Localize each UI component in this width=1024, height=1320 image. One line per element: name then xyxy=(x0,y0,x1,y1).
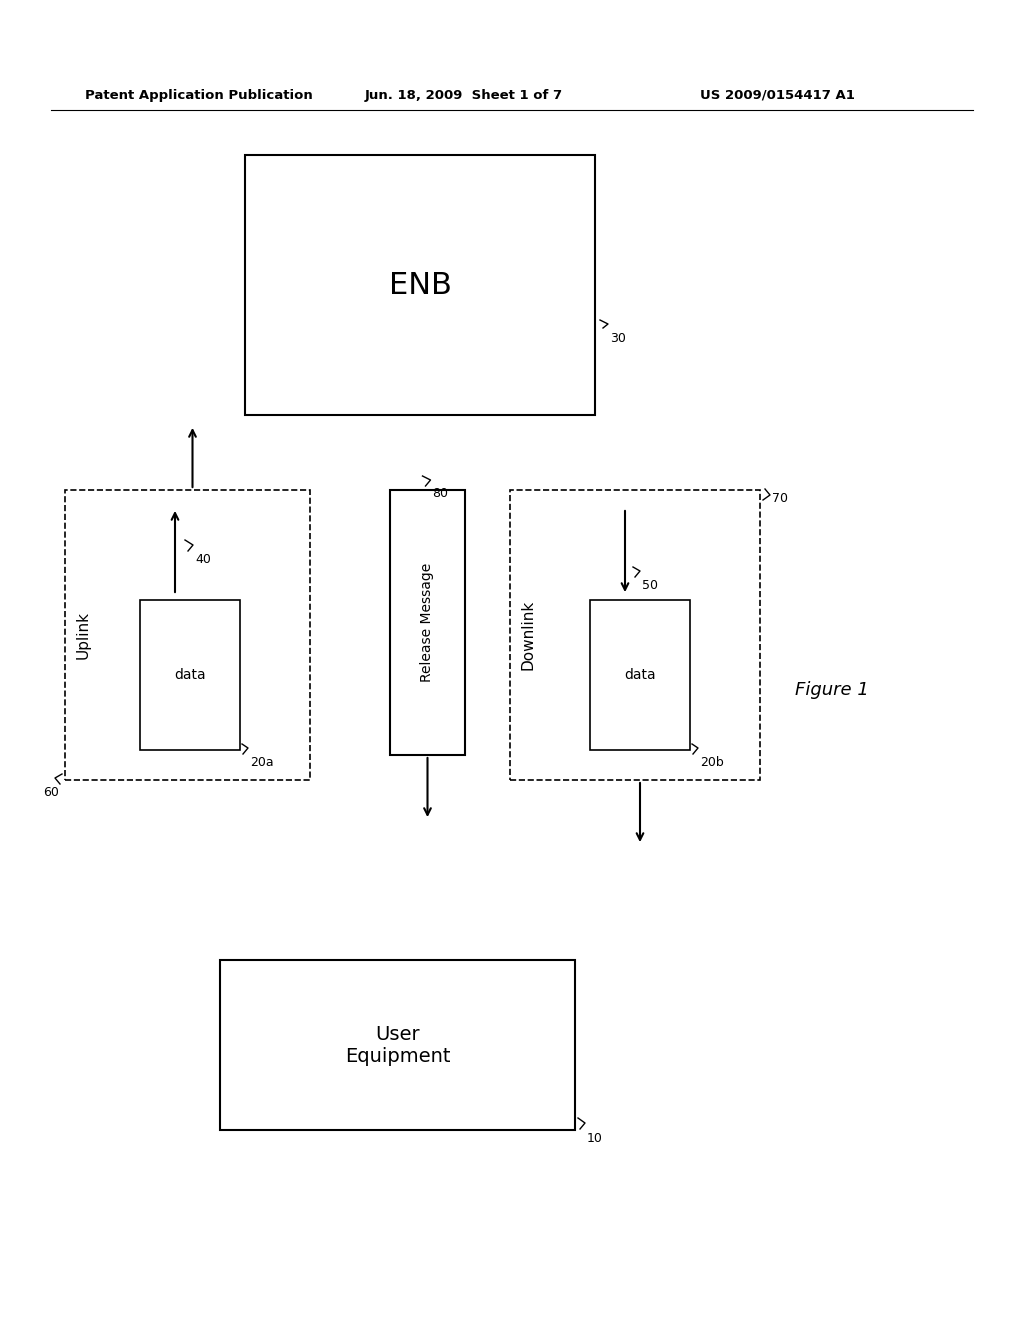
Bar xyxy=(390,490,465,755)
Text: Release Message: Release Message xyxy=(421,562,434,682)
Bar xyxy=(65,490,310,780)
Bar xyxy=(220,960,575,1130)
Bar xyxy=(140,601,240,750)
Text: 70: 70 xyxy=(772,492,788,506)
Text: ENB: ENB xyxy=(388,271,452,300)
Text: 40: 40 xyxy=(195,553,211,566)
Text: User
Equipment: User Equipment xyxy=(345,1024,451,1065)
Text: Jun. 18, 2009  Sheet 1 of 7: Jun. 18, 2009 Sheet 1 of 7 xyxy=(365,88,563,102)
Bar xyxy=(590,601,690,750)
Text: 50: 50 xyxy=(642,579,658,591)
Text: Patent Application Publication: Patent Application Publication xyxy=(85,88,312,102)
Text: data: data xyxy=(625,668,655,682)
Bar xyxy=(245,154,595,414)
Text: 10: 10 xyxy=(587,1133,603,1144)
Text: 20a: 20a xyxy=(250,756,273,770)
Text: 80: 80 xyxy=(432,487,449,500)
Text: US 2009/0154417 A1: US 2009/0154417 A1 xyxy=(700,88,855,102)
Text: Uplink: Uplink xyxy=(76,611,90,659)
Text: 60: 60 xyxy=(43,785,58,799)
Text: Downlink: Downlink xyxy=(520,599,536,671)
Bar xyxy=(510,490,760,780)
Text: 30: 30 xyxy=(610,333,626,345)
Text: 20b: 20b xyxy=(700,756,724,770)
Text: data: data xyxy=(174,668,206,682)
Text: Figure 1: Figure 1 xyxy=(795,681,869,700)
